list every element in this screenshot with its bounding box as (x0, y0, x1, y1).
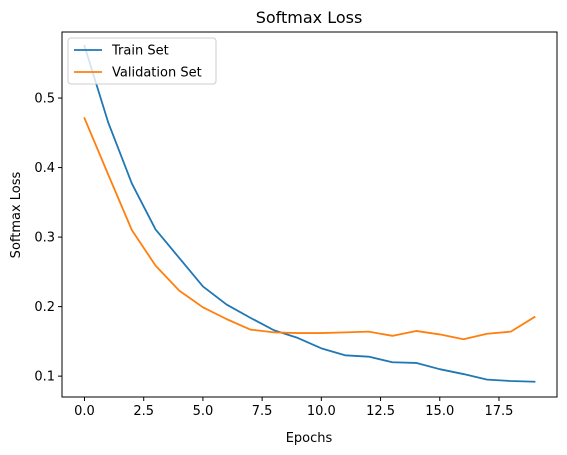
x-tick-label: 5.0 (193, 404, 214, 419)
x-tick-label: 12.5 (366, 404, 395, 419)
y-tick-label: 0.3 (34, 231, 55, 246)
y-tick-label: 0.2 (34, 300, 55, 315)
plot-frame (61, 31, 558, 398)
y-axis-ticks: 0.1 0.2 0.3 0.4 0.5 (34, 92, 62, 385)
x-axis-label: Epochs (286, 431, 333, 446)
y-tick-label: 0.1 (34, 370, 55, 385)
legend: Train Set Validation Set (67, 37, 217, 85)
x-tick-label: 15.0 (425, 404, 454, 419)
y-tick-label: 0.4 (34, 161, 55, 176)
x-tick-label: 17.5 (484, 404, 513, 419)
y-axis-label: Softmax Loss (9, 171, 24, 258)
x-tick-label: 0.0 (74, 404, 95, 419)
legend-label: Train Set (111, 44, 169, 59)
x-tick-label: 7.5 (252, 404, 273, 419)
x-axis-ticks: 0.0 2.5 5.0 7.5 10.0 12.5 15.0 17.5 (74, 397, 513, 419)
legend-box (67, 37, 217, 85)
y-tick-label: 0.5 (34, 92, 55, 107)
series-line-0 (83, 44, 536, 383)
chart-title: Softmax Loss (256, 8, 363, 27)
x-tick-label: 10.0 (307, 404, 336, 419)
series-line-1 (83, 117, 536, 341)
x-tick-label: 2.5 (133, 404, 154, 419)
legend-label: Validation Set (112, 66, 202, 81)
